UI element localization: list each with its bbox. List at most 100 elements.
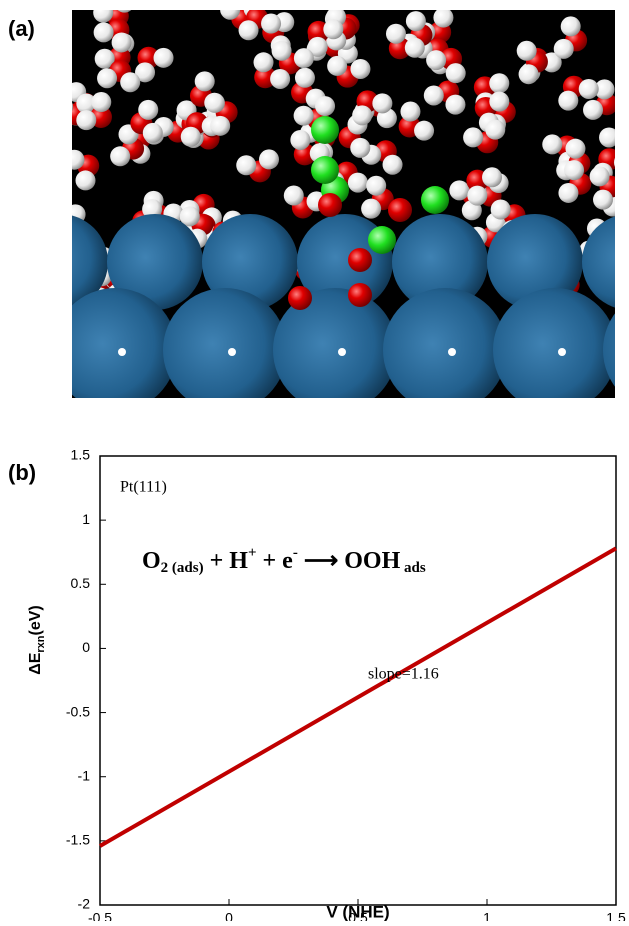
y-tick-label: -2 xyxy=(78,896,91,912)
hydrogen-atom xyxy=(94,22,114,42)
molecular-snapshot xyxy=(12,0,629,412)
adsorbate-atom xyxy=(311,116,339,144)
hydrogen-atom xyxy=(361,199,381,219)
hydrogen-atom xyxy=(414,121,434,141)
hydrogen-atom xyxy=(614,257,629,277)
hydrogen-atom xyxy=(590,166,610,186)
x-tick-label: 1 xyxy=(483,910,491,921)
hydrogen-atom xyxy=(467,186,487,206)
hydrogen-atom xyxy=(195,71,215,91)
x-tick-label: 1.5 xyxy=(606,910,626,921)
hydrogen-atom xyxy=(463,127,483,147)
x-tick-label: -0.5 xyxy=(88,910,112,921)
oxygen-atom xyxy=(613,128,629,150)
hydrogen-atom xyxy=(583,100,603,120)
hydrogen-atom xyxy=(372,93,392,113)
hydrogen-atom xyxy=(625,203,629,223)
hydrogen-atom xyxy=(315,96,335,116)
hydrogen-atom xyxy=(270,69,290,89)
hydrogen-atom xyxy=(433,8,453,28)
hydrogen-atom xyxy=(120,72,140,92)
y-tick-label: -0.5 xyxy=(66,703,90,719)
hydrogen-atom xyxy=(517,41,537,61)
figure: (a) (b) -0.500.511.51.510.50-0.5-1-1.5-2… xyxy=(0,0,629,921)
panel-label: (b) xyxy=(8,460,36,485)
hydrogen-atom xyxy=(489,73,509,93)
hydrogen-atom xyxy=(542,134,562,154)
hydrogen-atom xyxy=(110,146,130,166)
hydrogen-atom xyxy=(561,16,581,36)
hydrogen-atom xyxy=(112,32,132,52)
hydrogen-atom xyxy=(254,52,274,72)
y-axis-label-part: (eV) xyxy=(27,605,44,635)
hydrogen-atom xyxy=(445,95,465,115)
hydrogen-atom xyxy=(53,97,73,117)
pt-atom xyxy=(53,288,177,412)
hydrogen-atom xyxy=(482,167,502,187)
equation-part: + H xyxy=(204,548,249,574)
equation-part: O xyxy=(142,548,161,574)
hydrogen-atom xyxy=(350,138,370,158)
x-axis-label: V (NHE) xyxy=(326,902,389,921)
hydrogen-atom xyxy=(294,106,314,126)
hydrogen-atom xyxy=(624,171,629,191)
hydrogen-atom xyxy=(614,152,629,172)
y-tick-label: 1.5 xyxy=(71,447,91,463)
pt-atom xyxy=(273,288,397,412)
hydrogen-atom xyxy=(93,3,113,23)
y-axis-label-part: rxn xyxy=(35,635,47,652)
hydrogen-atom xyxy=(236,155,256,175)
highlight xyxy=(558,348,566,356)
hydrogen-atom xyxy=(383,155,403,175)
hydrogen-atom xyxy=(386,24,406,44)
hydrogen-atom xyxy=(210,116,230,136)
oxygen-atom xyxy=(388,198,412,222)
hydrogen-atom xyxy=(220,0,240,20)
annotation: Pt(111) xyxy=(120,479,167,496)
hydrogen-atom xyxy=(295,68,315,88)
hydrogen-atom xyxy=(424,85,444,105)
hydrogen-atom xyxy=(97,68,117,88)
y-axis-label: ΔErxn(eV) xyxy=(27,605,47,675)
hydrogen-atom xyxy=(564,160,584,180)
adsorbate-atom xyxy=(311,156,339,184)
pt-atom xyxy=(383,288,507,412)
oxygen-atom xyxy=(348,248,372,272)
plot-frame xyxy=(100,456,616,905)
hydrogen-atom xyxy=(284,186,304,206)
highlight xyxy=(338,348,346,356)
y-tick-label: -1 xyxy=(78,767,91,783)
hydrogen-atom xyxy=(406,11,426,31)
hydrogen-atom xyxy=(599,127,619,147)
highlight xyxy=(448,348,456,356)
hydrogen-atom xyxy=(565,139,585,159)
hydrogen-atom xyxy=(558,183,578,203)
hydrogen-atom xyxy=(485,120,505,140)
pt-atom xyxy=(493,288,617,412)
hydrogen-atom xyxy=(491,199,511,219)
hydrogen-atom xyxy=(91,92,111,112)
hydrogen-atom xyxy=(154,48,174,68)
x-tick-label: 0 xyxy=(225,910,233,921)
annotation: slope=1.16 xyxy=(368,666,439,683)
hydrogen-atom xyxy=(52,224,72,244)
hydrogen-atom xyxy=(405,38,425,58)
hydrogen-atom xyxy=(446,63,466,83)
equation-part: ⟶ OOH xyxy=(298,548,401,574)
equation: O2 (ads) + H+ + e- ⟶ OOH ads xyxy=(142,545,426,576)
hydrogen-atom xyxy=(593,190,613,210)
hydrogen-atom xyxy=(290,130,310,150)
y-tick-label: 1 xyxy=(82,511,90,527)
hydrogen-atom xyxy=(259,149,279,169)
hydrogen-atom xyxy=(366,176,386,196)
oxygen-atom xyxy=(615,183,629,205)
adsorbate-atom xyxy=(421,186,449,214)
y-tick-label: 0 xyxy=(82,639,90,655)
y-tick-label: 0.5 xyxy=(71,575,91,591)
hydrogen-atom xyxy=(181,127,201,147)
hydrogen-atom xyxy=(579,79,599,99)
oxygen-atom xyxy=(288,286,312,310)
oxygen-atom xyxy=(318,193,342,217)
hydrogen-atom xyxy=(294,48,314,68)
hydrogen-atom xyxy=(554,39,574,59)
